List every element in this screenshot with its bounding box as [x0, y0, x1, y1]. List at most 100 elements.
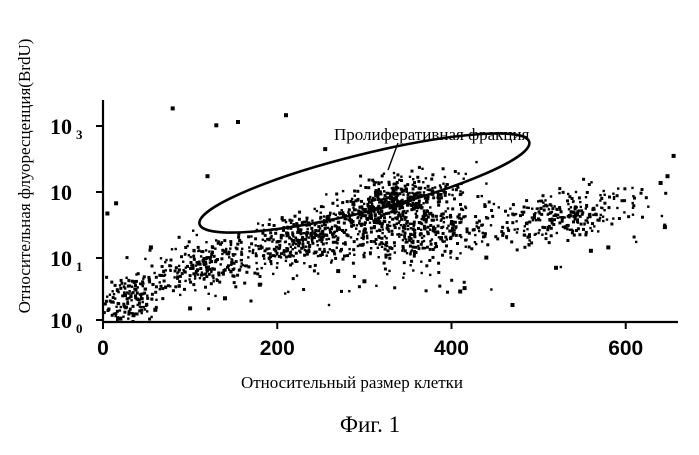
- data-point: [504, 210, 507, 213]
- data-point: [366, 237, 368, 239]
- data-point: [413, 250, 416, 253]
- data-point: [298, 239, 301, 242]
- data-point: [400, 176, 402, 178]
- data-point: [229, 247, 231, 249]
- data-point: [398, 220, 400, 222]
- data-point: [394, 245, 396, 247]
- data-point: [162, 270, 164, 272]
- data-point: [105, 300, 108, 303]
- data-point: [146, 297, 149, 300]
- data-point: [323, 233, 326, 236]
- data-point: [285, 250, 288, 253]
- data-point: [412, 269, 414, 271]
- data-point: [164, 286, 167, 289]
- data-point: [208, 293, 210, 295]
- data-point: [353, 204, 355, 206]
- data-point: [501, 234, 504, 237]
- data-point: [368, 197, 370, 199]
- data-point: [262, 224, 264, 226]
- data-point: [271, 240, 273, 242]
- data-point: [306, 253, 309, 256]
- data-point: [272, 273, 274, 275]
- data-point: [466, 227, 469, 230]
- data-point: [223, 251, 226, 254]
- data-point: [395, 186, 398, 189]
- data-point: [663, 225, 667, 229]
- data-point: [438, 200, 441, 203]
- data-point: [370, 247, 372, 249]
- data-point: [409, 253, 411, 255]
- data-point: [440, 218, 442, 220]
- data-point: [295, 237, 297, 239]
- data-point: [538, 229, 540, 231]
- data-point: [377, 235, 380, 238]
- data-point: [415, 202, 418, 205]
- data-point: [437, 204, 440, 207]
- data-point: [308, 244, 311, 247]
- data-point: [463, 178, 465, 180]
- data-point: [341, 201, 344, 204]
- data-point: [482, 235, 485, 238]
- data-point: [353, 209, 355, 211]
- data-point: [189, 274, 192, 277]
- data-point: [550, 234, 553, 237]
- data-point: [410, 223, 412, 225]
- data-point: [444, 191, 447, 194]
- data-point: [414, 246, 417, 249]
- data-point: [459, 252, 461, 254]
- data-point: [364, 229, 367, 232]
- data-point: [311, 240, 313, 242]
- data-point: [359, 175, 362, 178]
- data-point: [403, 261, 406, 264]
- data-point: [581, 213, 584, 216]
- data-point: [474, 234, 476, 236]
- data-point: [132, 313, 136, 317]
- data-point: [456, 257, 459, 260]
- data-point: [436, 218, 438, 220]
- data-point: [268, 223, 271, 226]
- data-point: [369, 253, 371, 255]
- data-point: [130, 299, 132, 301]
- data-point: [258, 248, 260, 250]
- data-point: [261, 267, 263, 269]
- data-point: [599, 217, 601, 219]
- data-point: [532, 219, 534, 221]
- data-point: [533, 213, 536, 216]
- data-point: [451, 194, 453, 196]
- data-point: [535, 219, 537, 221]
- data-point: [429, 188, 432, 191]
- x-axis-ticks: 0200400600: [97, 322, 643, 360]
- data-point: [236, 120, 240, 124]
- data-point: [400, 234, 402, 236]
- data-point: [573, 234, 576, 237]
- data-point: [158, 274, 161, 277]
- data-point: [127, 285, 130, 288]
- data-point: [413, 225, 415, 227]
- data-point: [388, 181, 391, 184]
- data-point: [544, 199, 546, 201]
- data-point: [278, 255, 281, 258]
- data-point: [155, 299, 157, 301]
- data-point: [514, 228, 516, 230]
- data-point: [191, 264, 194, 267]
- data-point: [465, 239, 467, 241]
- data-point: [140, 309, 143, 312]
- data-point: [524, 225, 526, 227]
- data-point: [566, 227, 568, 229]
- data-point: [664, 192, 667, 195]
- data-point: [342, 242, 344, 244]
- data-point: [465, 173, 467, 175]
- data-point: [330, 261, 332, 263]
- data-point: [401, 218, 403, 220]
- data-point: [541, 234, 543, 236]
- data-point: [531, 208, 533, 210]
- data-point: [632, 202, 634, 204]
- data-point: [410, 251, 412, 253]
- data-point: [557, 214, 559, 216]
- data-point: [413, 181, 416, 184]
- data-point: [334, 224, 337, 227]
- data-point: [427, 189, 429, 191]
- data-point: [382, 203, 384, 205]
- data-point: [370, 227, 373, 230]
- data-point: [112, 300, 114, 302]
